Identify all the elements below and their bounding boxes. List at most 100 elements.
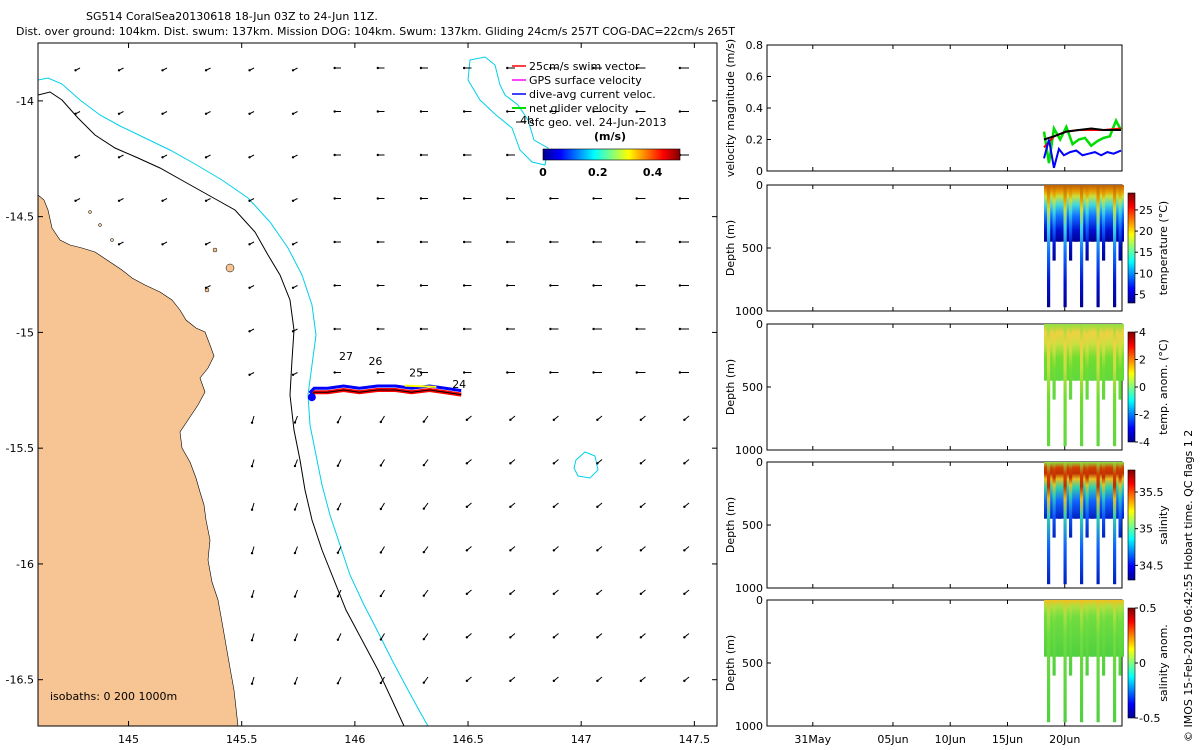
sfc-vel-arrow-head <box>117 112 121 115</box>
sfc-vel-arrow-head <box>552 418 556 422</box>
hours-label: 4h <box>520 114 534 127</box>
sfc-vel-arrow-head <box>506 240 509 244</box>
map-colorbar <box>542 148 681 161</box>
panel-temperature: Depth (m) 0 500 1000 5 10 15 20 25 temperature (°… <box>724 179 1170 318</box>
title-line-2: Dist. over ground: 104km. Dist. swum: 13… <box>16 25 735 38</box>
section-column <box>1102 600 1106 676</box>
cb-tick-label: -2 <box>1139 409 1150 422</box>
sfc-vel-arrow-head <box>204 156 208 159</box>
sfc-vel-arrow-head <box>161 243 164 246</box>
sfc-vel-arrow-head <box>74 112 77 115</box>
reef-1 <box>467 56 549 166</box>
sfc-vel-arrow-head <box>683 418 686 422</box>
sfc-vel-arrow-head <box>291 112 295 115</box>
track-end-marker <box>307 393 316 402</box>
sfc-vel-arrow-head <box>549 197 552 200</box>
cb-tick-label: 15 <box>1139 246 1153 259</box>
section-column <box>1102 462 1106 538</box>
sfc-vel-arrow-head <box>419 110 423 113</box>
sfc-vel-arrow-head <box>678 371 682 374</box>
sfc-vel-arrow-head <box>596 549 599 552</box>
sfc-vel-arrow-head <box>465 462 469 465</box>
section-column <box>1080 462 1084 585</box>
sfc-vel-arrow-head <box>204 112 208 115</box>
time-tick-label: 10Jun <box>935 733 966 746</box>
sfc-vel-arrow-head <box>376 240 380 244</box>
sfc-vel-arrow-head <box>204 286 208 289</box>
depth-tick-label: 1000 <box>735 582 763 595</box>
isobath-1000 <box>38 77 429 726</box>
sfc-vel-arrow-head <box>333 66 336 70</box>
map-axes: 145 145.5 146 146.5 147 147.5 -14 -14.5 -15 -15.5… <box>6 42 718 746</box>
panel-salinity: Depth (m) 0 500 1000 34.5 35 35.5 salinity <box>724 456 1170 595</box>
sfc-vel-arrow-head <box>250 465 254 468</box>
reef-2 <box>573 451 599 479</box>
sfc-vel-arrow-head <box>333 110 336 113</box>
section-column <box>1107 185 1111 242</box>
sfc-vel-arrow-head <box>376 327 380 331</box>
sfc-vel-arrow-head <box>336 595 340 598</box>
section-column <box>1091 462 1095 519</box>
sfc-vel-arrow-head <box>635 197 638 200</box>
cb-tick-label: 0 <box>1139 381 1146 394</box>
y-tick-label: 0.6 <box>746 71 764 84</box>
panel-ylabel: Depth (m) <box>724 635 737 691</box>
sfc-vel-arrow-head <box>635 371 638 374</box>
cb-tick-label: 10 <box>1139 267 1153 280</box>
section-column <box>1074 600 1078 657</box>
section-upper <box>1044 600 1124 657</box>
section-column <box>1102 324 1106 400</box>
sfc-vel-arrow-head <box>161 199 164 202</box>
time-tick-label: 31May <box>794 733 831 746</box>
section-column <box>1085 462 1089 538</box>
gps-track <box>404 384 437 388</box>
panel-colorbar <box>1127 607 1136 719</box>
sfc-vel-arrow-head <box>336 421 340 424</box>
sfc-vel-arrow-head <box>74 156 77 159</box>
section-column <box>1113 462 1117 585</box>
sfc-vel-arrow-head <box>549 240 552 244</box>
sfc-vel-arrow-head <box>250 421 254 424</box>
section-column <box>1074 185 1078 242</box>
time-tick-label: 15Jun <box>992 733 1023 746</box>
sfc-vel-arrow-head <box>509 636 512 639</box>
sfc-vel-arrow-head <box>291 373 295 376</box>
cb-tick-label: 34.5 <box>1139 559 1164 572</box>
section-column <box>1074 462 1078 519</box>
sfc-vel-arrow-head <box>336 464 340 467</box>
sfc-vel-arrow-head <box>678 327 682 331</box>
section-column <box>1080 600 1084 723</box>
sfc-vel-arrow-head <box>639 549 643 552</box>
sfc-vel-arrow-head <box>462 371 466 374</box>
panel-ylabel: Depth (m) <box>724 497 737 553</box>
section-column <box>1052 185 1056 261</box>
section-column <box>1107 462 1111 519</box>
y-tick-label: -15.5 <box>6 442 34 455</box>
sfc-vel-arrow-head <box>506 153 509 157</box>
panel-ylabel: Depth (m) <box>724 359 737 415</box>
section-column <box>1085 324 1089 400</box>
sfc-vel-arrow-head <box>293 464 297 468</box>
sfc-vel-arrow-head <box>293 421 297 424</box>
sfc-vel-arrow-head <box>552 549 556 552</box>
section-column <box>1107 600 1111 657</box>
section-column <box>1113 324 1117 447</box>
sfc-vel-arrow-head <box>161 69 164 72</box>
section-column <box>1080 324 1084 447</box>
x-tick-label: 147.5 <box>679 733 711 746</box>
sfc-vel-arrow-head <box>204 243 208 246</box>
section-column <box>1080 185 1084 308</box>
sfc-vel-arrow-head <box>592 197 595 200</box>
sfc-vel-arrow-head <box>419 327 423 331</box>
sfc-vel-arrow-head <box>293 508 297 511</box>
section-column <box>1052 600 1056 676</box>
sfc-vel-arrow-head <box>465 549 469 552</box>
section-column <box>1069 185 1073 261</box>
sfc-vel-arrow-head <box>509 592 512 596</box>
sfc-vel-arrow-head <box>678 240 682 244</box>
sfc-vel-arrow-head <box>683 636 686 639</box>
sfc-vel-arrow-head <box>293 551 297 555</box>
sfc-vel-arrow-head <box>635 110 638 113</box>
panel-velocity: velocity magnitude (m/s) 0 0.2 0.4 0.6 0.8 <box>724 39 1123 178</box>
sfc-vel-arrow-head <box>506 110 509 113</box>
